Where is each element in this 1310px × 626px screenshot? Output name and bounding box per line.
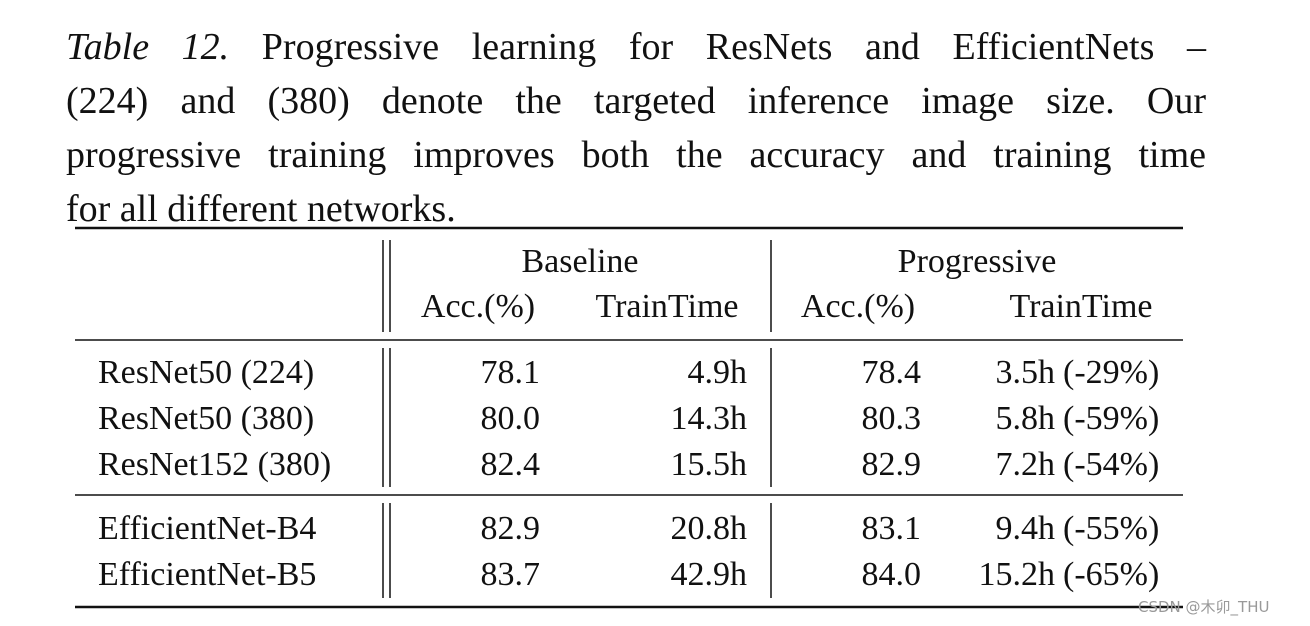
watermark: CSDN @木卯_THU — [1138, 598, 1270, 616]
column-header: TrainTime — [1010, 288, 1153, 325]
caption-text: for all different networks. — [66, 188, 456, 230]
caption-line: (224) and (380) denote the targeted infe… — [66, 74, 1206, 128]
cell: 5.8h — [996, 400, 1056, 437]
caption-line: progressive training improves both the a… — [66, 128, 1206, 182]
cell: 9.4h — [996, 510, 1056, 547]
cell: 3.5h — [996, 354, 1056, 391]
cell: 83.1 — [862, 510, 922, 547]
caption-line: for all different networks. — [66, 182, 1206, 236]
column-header: TrainTime — [596, 288, 739, 325]
cell: 78.1 — [481, 354, 541, 391]
cell: 7.2h — [996, 446, 1056, 483]
column-header: Acc.(%) — [801, 288, 915, 325]
cell: 14.3h — [671, 400, 748, 437]
group-header: Baseline — [521, 243, 638, 280]
model-name: ResNet152 (380) — [98, 446, 331, 483]
improvement: (-59%) — [1063, 400, 1159, 437]
caption-text: (224) and (380) denote the targeted infe… — [66, 80, 1206, 122]
cell: 82.9 — [481, 510, 541, 547]
improvement: (-55%) — [1063, 510, 1159, 547]
cell: 15.2h — [979, 556, 1056, 593]
cell: 80.3 — [862, 400, 922, 437]
cell: 78.4 — [862, 354, 922, 391]
cell: 15.5h — [671, 446, 748, 483]
group-header: Progressive — [898, 243, 1057, 280]
caption-label: Table 12. — [66, 26, 230, 68]
model-name: ResNet50 (224) — [98, 354, 314, 391]
improvement: (-54%) — [1063, 446, 1159, 483]
model-name: EfficientNet-B4 — [98, 510, 316, 547]
cell: 84.0 — [862, 556, 922, 593]
cell: 20.8h — [671, 510, 748, 547]
caption-line: Table 12. Progressive learning for ResNe… — [66, 20, 1206, 74]
cell: 42.9h — [671, 556, 748, 593]
cell: 83.7 — [481, 556, 541, 593]
model-name: ResNet50 (380) — [98, 400, 314, 437]
cell: 82.9 — [862, 446, 922, 483]
caption-text: progressive training improves both the a… — [66, 134, 1206, 176]
cell: 4.9h — [688, 354, 748, 391]
improvement: (-65%) — [1063, 556, 1159, 593]
cell: 82.4 — [481, 446, 541, 483]
caption-text: Progressive learning for ResNets and Eff… — [261, 26, 1206, 68]
model-name: EfficientNet-B5 — [98, 556, 316, 593]
cell: 80.0 — [481, 400, 541, 437]
improvement: (-29%) — [1063, 354, 1159, 391]
column-header: Acc.(%) — [421, 288, 535, 325]
